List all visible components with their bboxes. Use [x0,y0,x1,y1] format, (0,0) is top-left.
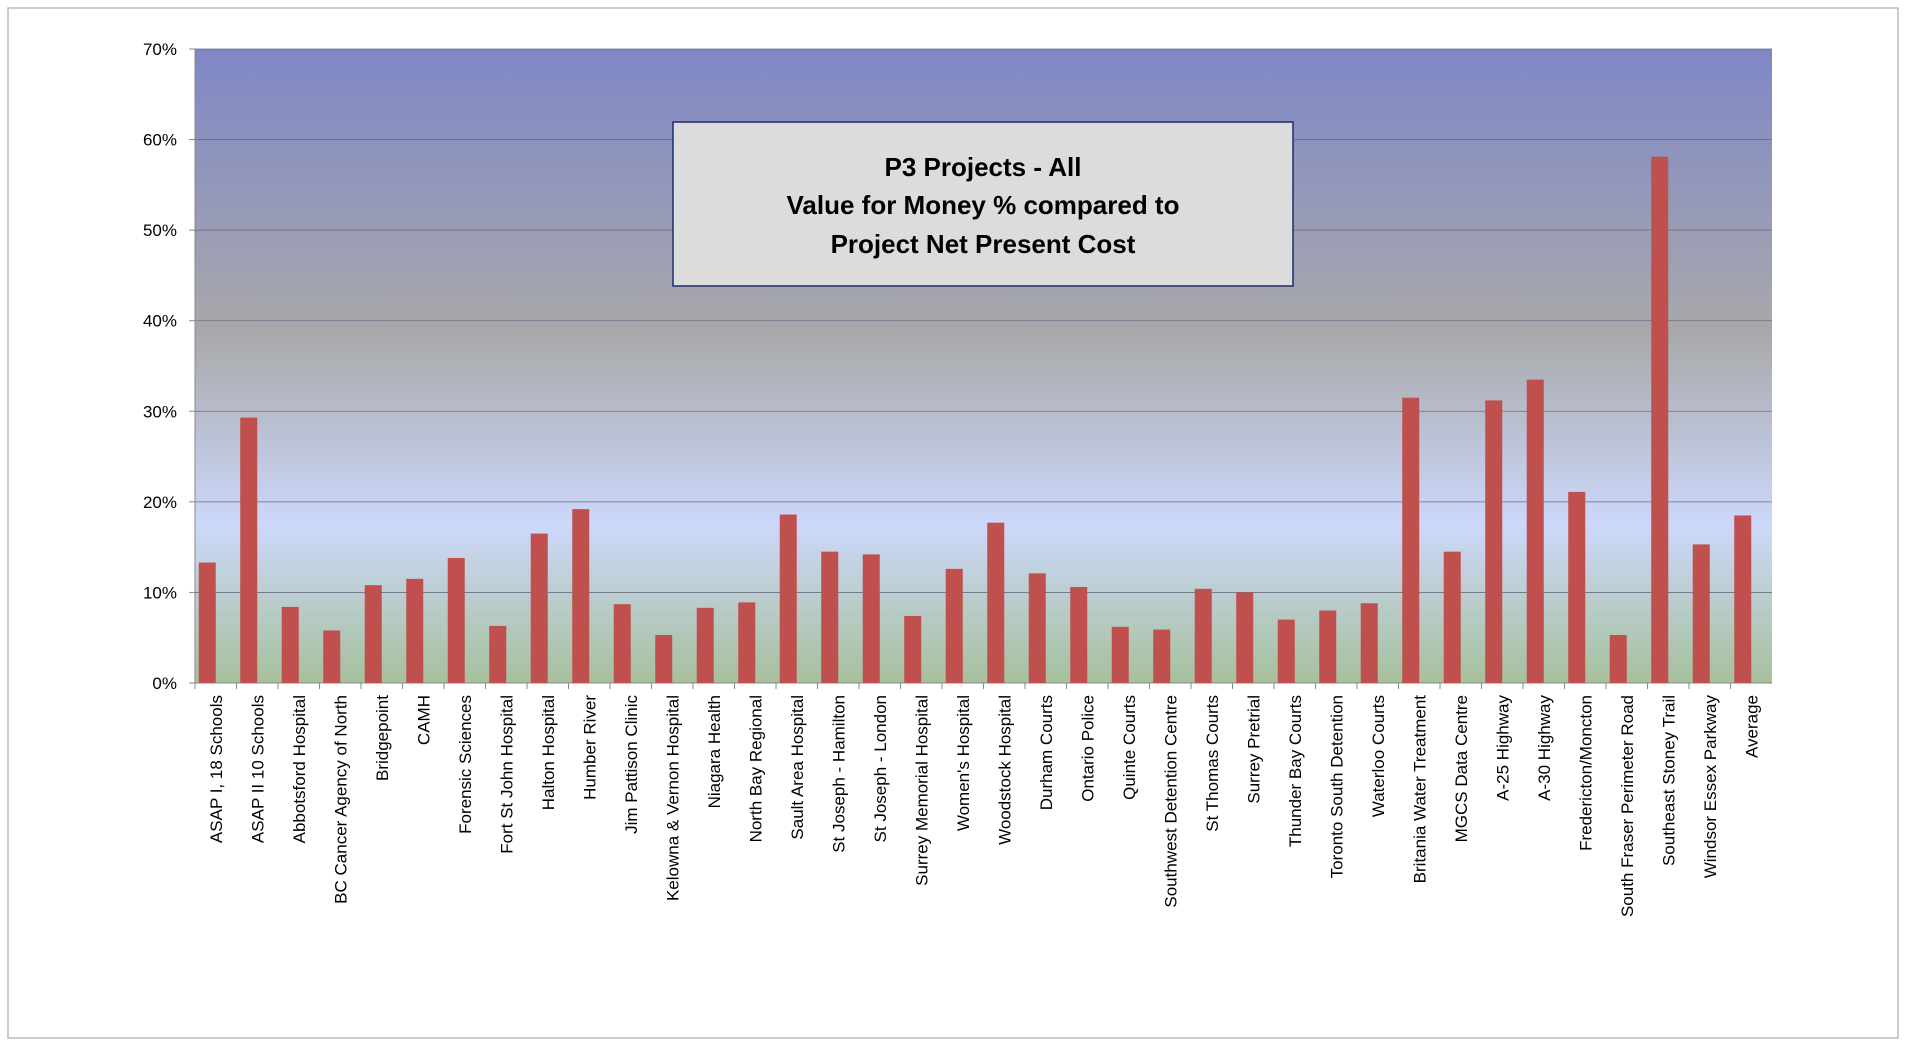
bar [489,625,507,683]
bar [1609,634,1627,683]
bar [1028,573,1046,683]
x-tick-label: MGCS Data Centre [1452,695,1471,842]
y-tick-label: 0% [152,674,177,693]
bar [945,568,963,683]
x-tick-label: ASAP I, 18 Schools [207,695,226,843]
x-tick-label: CAMH [414,695,433,745]
title-box [672,121,1294,287]
x-tick-label: North Bay Regional [746,695,765,842]
chart-title: P3 Projects - All [885,152,1082,182]
bar [613,604,631,683]
bar [1692,544,1710,683]
bar [281,606,299,683]
bar [198,562,216,683]
x-tick-label: Abbotsford Hospital [290,695,309,843]
x-tick-label: Kelowna & Vernon Hospital [663,695,682,901]
y-tick-label: 50% [143,221,177,240]
bar [323,630,341,683]
bar [696,607,714,683]
x-tick-label: South Fraser Perimeter Road [1618,695,1637,917]
x-tick-label: Waterloo Courts [1369,695,1388,817]
x-tick-label: Ontario Police [1078,695,1097,802]
x-tick-label: Fort St John Hospital [497,695,516,854]
bar [1111,626,1129,683]
x-tick-label: Woodstock Hospital [995,695,1014,845]
y-tick-label: 40% [143,312,177,331]
bar [406,578,424,683]
bar [1277,619,1295,683]
bar [1360,603,1378,683]
bar [1485,400,1503,683]
x-tick-label: Britania Water Treatment [1410,695,1429,884]
x-tick-label: St Thomas Courts [1203,695,1222,832]
x-tick-label: St Joseph - Hamilton [829,695,848,853]
bar [904,615,922,683]
x-tick-label: Niagara Health [705,695,724,808]
chart-title: Project Net Present Cost [831,229,1136,259]
y-tick-label: 20% [143,493,177,512]
bar [1568,491,1586,683]
y-tick-label: 60% [143,131,177,150]
x-tick-label: Toronto South Detention [1327,695,1346,878]
y-tick-label: 30% [143,402,177,421]
y-tick-label: 10% [143,583,177,602]
bar [987,522,1005,683]
bar [1526,379,1544,683]
x-tick-label: Southeast Stoney Trail [1659,695,1678,866]
y-tick-label: 70% [143,40,177,59]
bar [1443,551,1461,683]
x-tick-label: BC Cancer Agency of North [331,695,350,904]
bar [447,558,465,683]
x-tick-label: A-25 Highway [1493,695,1512,801]
bar [779,514,797,683]
bar [572,509,590,683]
x-tick-label: Thunder Bay Courts [1286,695,1305,847]
x-tick-label: Southwest Detention Centre [1161,695,1180,908]
x-tick-label: Halton Hospital [539,695,558,810]
chart-title: Value for Money % compared to [787,190,1180,220]
bar [1651,156,1669,683]
bar [1734,515,1752,683]
x-tick-label: Humber River [580,695,599,800]
bar [655,634,673,683]
x-tick-label: ASAP II 10 Schools [248,695,267,843]
x-tick-label: Fredericton/Moncton [1576,695,1595,851]
bar [1070,586,1088,683]
x-tick-label: Bridgepoint [373,695,392,781]
x-tick-label: Average [1742,695,1761,758]
bar [1319,610,1337,683]
bar [821,551,839,683]
bar [1236,592,1254,683]
x-tick-label: Women's Hospital [954,695,973,831]
x-tick-label: Durham Courts [1037,695,1056,810]
bar [240,417,258,683]
x-tick-label: A-30 Highway [1535,695,1554,801]
bar [364,585,382,683]
x-tick-label: Windsor Essex Parkway [1701,695,1720,879]
x-tick-label: St Joseph - London [871,695,890,842]
x-tick-label: Forensic Sciences [456,695,475,834]
x-tick-label: Quinte Courts [1120,695,1139,800]
bar [530,533,548,683]
bar [1194,588,1212,683]
bar [862,554,880,683]
x-tick-label: Surrey Pretrial [1244,695,1263,804]
x-tick-label: Sault Area Hospital [788,695,807,840]
bar [738,602,756,683]
bar [1153,629,1171,683]
bar [1402,397,1420,683]
chart-border [7,7,1899,1039]
x-tick-label: Jim Pattison Clinic [622,695,641,834]
x-tick-label: Surrey Memorial Hospital [912,695,931,886]
